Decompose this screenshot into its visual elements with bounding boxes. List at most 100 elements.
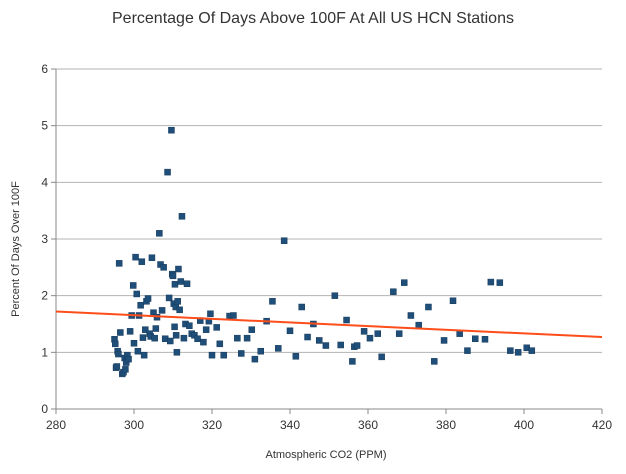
- data-point: [202, 326, 210, 333]
- data-point: [158, 307, 166, 314]
- data-point: [487, 278, 495, 286]
- data-point: [160, 264, 167, 271]
- data-point: [169, 272, 177, 280]
- data-point: [112, 340, 119, 348]
- data-point: [208, 351, 216, 359]
- data-point: [292, 353, 300, 360]
- data-point: [269, 298, 276, 305]
- data-point: [168, 126, 175, 134]
- data-point: [395, 330, 403, 337]
- data-point: [514, 349, 522, 356]
- data-point: [140, 351, 148, 359]
- data-point: [378, 353, 385, 361]
- y-tick-label: 5: [41, 119, 48, 133]
- data-point: [331, 292, 339, 299]
- data-point: [374, 330, 381, 337]
- data-point: [238, 350, 245, 357]
- data-point: [151, 334, 158, 342]
- x-tick-label: 300: [124, 418, 144, 432]
- data-point: [164, 168, 171, 176]
- y-tick-label: 2: [41, 289, 48, 303]
- x-tick-label: 400: [514, 418, 534, 432]
- data-point: [152, 325, 160, 332]
- data-point: [173, 349, 181, 356]
- data-point: [180, 334, 188, 342]
- data-point: [178, 213, 186, 220]
- data-point: [286, 327, 294, 335]
- data-point: [316, 337, 323, 344]
- data-point: [126, 328, 134, 335]
- data-point: [174, 298, 181, 305]
- data-point: [230, 312, 237, 319]
- data-point: [200, 338, 207, 346]
- data-point: [257, 347, 264, 355]
- gridlines: [56, 68, 602, 353]
- x-tick-label: 420: [592, 418, 612, 432]
- data-point: [117, 329, 124, 336]
- data-point: [243, 334, 251, 342]
- data-point: [130, 340, 138, 347]
- x-axis-title: Atmospheric CO2 (PPM): [265, 449, 386, 461]
- data-point: [172, 332, 180, 339]
- data-point: [144, 295, 152, 302]
- data-point: [431, 358, 438, 365]
- data-point: [129, 282, 137, 289]
- data-point: [425, 303, 432, 311]
- data-point: [440, 337, 448, 344]
- data-point: [134, 347, 142, 355]
- data-point: [138, 258, 146, 265]
- data-point: [304, 333, 311, 341]
- data-point: [183, 280, 191, 288]
- trendline-layer: [55, 310, 603, 339]
- data-point: [507, 347, 514, 354]
- data-point: [171, 323, 178, 331]
- data-point: [401, 279, 408, 286]
- data-point: [142, 326, 149, 333]
- data-point: [139, 334, 147, 341]
- data-point: [115, 350, 122, 358]
- data-point: [407, 312, 415, 319]
- data-point: [343, 316, 350, 324]
- data-point: [337, 341, 344, 349]
- y-tick-label: 0: [41, 402, 48, 416]
- data-point: [177, 278, 185, 285]
- data-point: [366, 334, 374, 342]
- y-tick-label: 4: [41, 175, 48, 189]
- chart-title: Percentage Of Days Above 100F At All US …: [112, 10, 514, 27]
- data-point: [113, 363, 121, 370]
- data-point: [275, 345, 282, 352]
- data-point: [496, 279, 504, 286]
- axis-ticks: 0 1 2 3 4 5 6 280 300 320 340 360 380 400 420: [41, 62, 612, 432]
- data-point: [234, 334, 241, 342]
- data-points: [111, 126, 536, 378]
- x-tick-label: 320: [202, 418, 222, 432]
- data-point: [213, 324, 220, 331]
- data-point: [194, 335, 201, 342]
- data-point: [528, 347, 536, 354]
- data-point: [298, 303, 305, 311]
- data-point: [415, 321, 422, 329]
- data-point: [322, 342, 330, 349]
- y-tick-label: 6: [41, 62, 48, 76]
- data-point: [165, 294, 173, 302]
- data-point: [360, 328, 368, 335]
- data-point: [175, 265, 182, 273]
- data-point: [248, 326, 256, 333]
- x-tick-label: 380: [436, 418, 456, 432]
- data-point: [156, 230, 163, 237]
- data-point: [216, 340, 224, 348]
- data-point: [449, 297, 457, 305]
- data-point: [133, 290, 140, 298]
- data-point: [481, 336, 489, 343]
- data-point: [125, 355, 132, 363]
- data-point: [464, 347, 471, 354]
- data-point: [251, 355, 259, 363]
- data-point: [280, 237, 288, 244]
- data-point: [167, 337, 174, 345]
- data-point: [349, 358, 356, 365]
- data-point: [176, 306, 183, 314]
- data-point: [207, 310, 214, 318]
- data-point: [353, 342, 361, 349]
- x-tick-label: 280: [46, 418, 66, 432]
